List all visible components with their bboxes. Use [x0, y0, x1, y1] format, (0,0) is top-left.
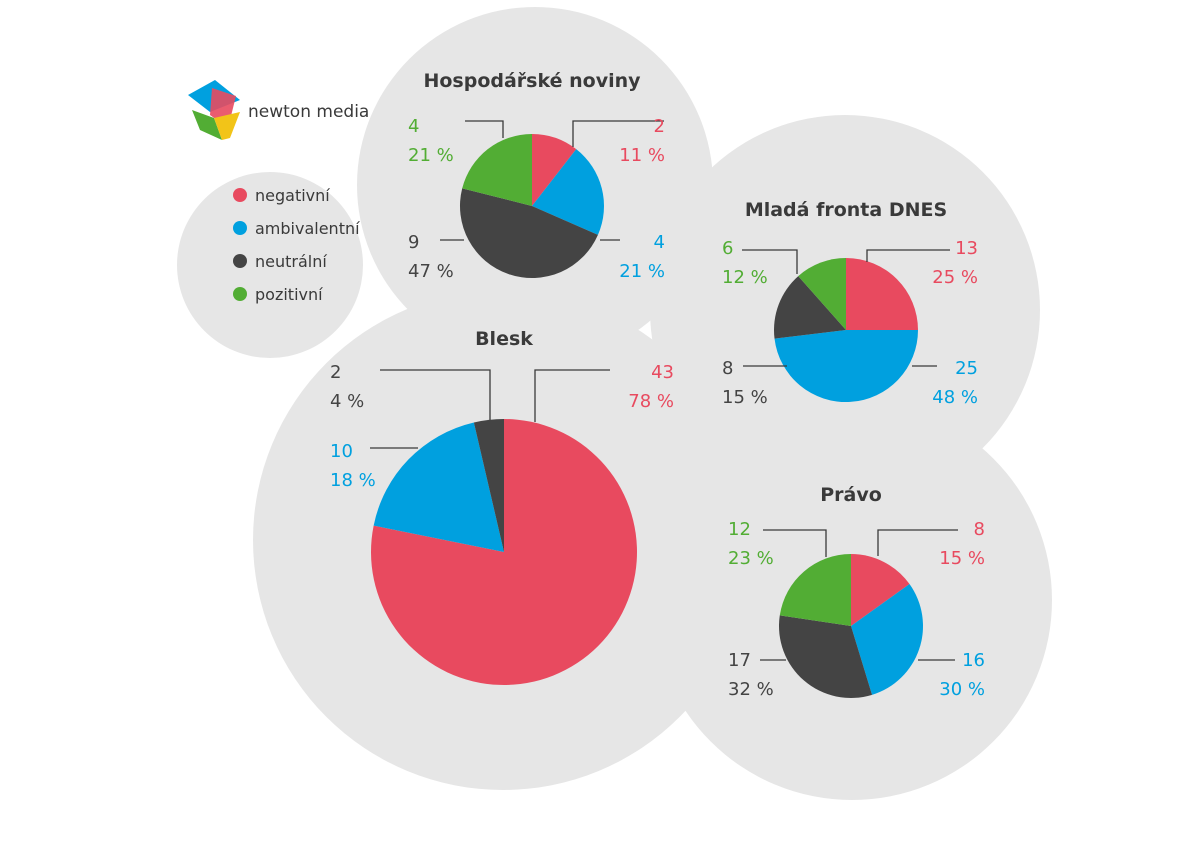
- pie-slice-pozitivni: [798, 258, 846, 330]
- pie-chart-pravo: Právo 8 15 % 16 30 % 17 32 % 12 23 %: [728, 484, 985, 700]
- data-label-value-ambivalentni: 16: [962, 650, 985, 671]
- data-label-percent-negativni: 15 %: [939, 548, 985, 569]
- data-label-value-ambivalentni: 4: [654, 232, 665, 253]
- data-label-value-negativni: 8: [974, 519, 985, 540]
- pie-slice-neutralni: [779, 615, 873, 698]
- data-label-percent-neutralni: 47 %: [408, 261, 454, 282]
- data-label-percent-neutralni: 32 %: [728, 679, 774, 700]
- leader-line-negativni: [572, 120, 664, 147]
- pie-slice-neutralni: [473, 419, 504, 552]
- data-label-value-negativni: 2: [654, 116, 665, 137]
- data-label-value-negativni: 13: [955, 238, 978, 259]
- data-label-percent-pozitivni: 12 %: [722, 267, 768, 288]
- data-label-value-ambivalentni: 10: [330, 441, 353, 462]
- logo-mark-yellow: [214, 112, 240, 140]
- data-label-value-pozitivni: 6: [722, 238, 733, 259]
- data-label-value-neutralni: 9: [408, 232, 419, 253]
- data-label-percent-neutralni: 4 %: [330, 391, 364, 412]
- background-cloud: [177, 7, 1052, 800]
- logo-mark-green: [192, 110, 222, 140]
- data-label-value-pozitivni: 4: [408, 116, 419, 137]
- pie-slice-ambivalentni: [851, 584, 923, 695]
- chart-title: Mladá fronta DNES: [745, 199, 947, 221]
- data-label-percent-negativni: 25 %: [932, 267, 978, 288]
- pie-chart-blesk: Blesk 43 78 % 10 18 % 2 4 %: [330, 328, 674, 686]
- pie-slice-neutralni: [773, 276, 846, 339]
- data-label-percent-pozitivni: 21 %: [408, 145, 454, 166]
- data-label-percent-ambivalentni: 18 %: [330, 470, 376, 491]
- leader-line-neutralni: [380, 369, 491, 420]
- legend: negativní ambivalentní neutrální pozitivní: [233, 186, 360, 304]
- charts: Hospodářské noviny 2 11 % 4 21 % 9 47 % 4 21 % Ml…: [330, 70, 985, 700]
- legend-swatch-neutralni: [233, 254, 247, 268]
- data-label-percent-neutralni: 15 %: [722, 387, 768, 408]
- pie-chart-mlada-fronta-dnes: Mladá fronta DNES 13 25 % 25 48 % 8 15 % 6 12 %: [722, 199, 978, 408]
- data-label-percent-pozitivni: 23 %: [728, 548, 774, 569]
- legend-label-ambivalentni: ambivalentní: [255, 219, 360, 238]
- pie-slice-negativni: [532, 134, 577, 206]
- data-label-value-pozitivni: 12: [728, 519, 751, 540]
- legend-swatch-pozitivni: [233, 287, 247, 301]
- data-label-percent-ambivalentni: 21 %: [619, 261, 665, 282]
- data-label-value-neutralni: 2: [330, 362, 341, 383]
- pie-slice-ambivalentni: [373, 422, 504, 552]
- leader-line-negativni: [866, 249, 950, 262]
- legend-swatch-negativni: [233, 188, 247, 202]
- data-label-percent-ambivalentni: 30 %: [939, 679, 985, 700]
- legend-label-neutralni: neutrální: [255, 252, 327, 271]
- pie-slice-neutralni: [459, 188, 598, 279]
- data-label-percent-negativni: 78 %: [628, 391, 674, 412]
- chart-title: Blesk: [475, 328, 533, 350]
- data-label-percent-ambivalentni: 48 %: [932, 387, 978, 408]
- leader-line-pozitivni: [763, 529, 827, 557]
- leader-line-negativni: [534, 369, 610, 422]
- legend-swatch-ambivalentni: [233, 221, 247, 235]
- pie-chart-hospodarske-noviny: Hospodářské noviny 2 11 % 4 21 % 9 47 % 4 21 %: [408, 70, 665, 282]
- leader-line-pozitivni: [465, 120, 504, 138]
- leader-line-negativni: [877, 529, 958, 556]
- data-label-value-negativni: 43: [651, 362, 674, 383]
- pie-slice-negativni: [846, 258, 918, 330]
- leader-line-pozitivni: [742, 249, 798, 274]
- pie-slice-negativni: [851, 554, 910, 626]
- brand-name: newton media: [248, 102, 369, 122]
- pie-slice-negativni: [371, 419, 638, 686]
- pie-slice-pozitivni: [779, 554, 851, 626]
- bubble-legend: [177, 172, 363, 358]
- data-label-value-neutralni: 17: [728, 650, 751, 671]
- pie-slice-ambivalentni: [532, 149, 605, 235]
- chart-title: Hospodářské noviny: [423, 70, 641, 92]
- brand-logo: newton media: [188, 80, 369, 140]
- legend-label-pozitivni: pozitivní: [255, 285, 323, 304]
- legend-label-negativni: negativní: [255, 186, 330, 205]
- pie-slice-pozitivni: [462, 134, 532, 206]
- data-label-value-ambivalentni: 25: [955, 358, 978, 379]
- pie-slice-ambivalentni: [774, 330, 918, 403]
- data-label-value-neutralni: 8: [722, 358, 733, 379]
- chart-title: Právo: [820, 484, 882, 506]
- data-label-percent-negativni: 11 %: [619, 145, 665, 166]
